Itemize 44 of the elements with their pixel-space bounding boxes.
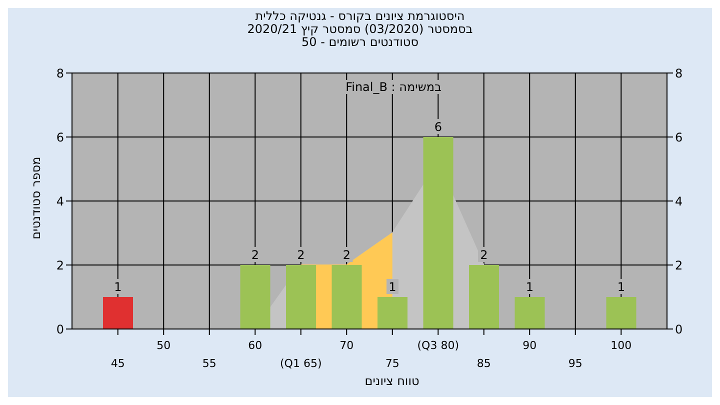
chart-subtitle: בסמסטר (03/2020) סמסטר קיץ 2020/21 סטודנטים רשומים - 50	[246, 22, 474, 49]
bar	[240, 265, 270, 329]
bar	[378, 297, 408, 329]
bar	[423, 137, 454, 329]
x-tick-label: 85	[476, 357, 491, 370]
x-tick-label: (Q3 80)	[417, 339, 459, 352]
y-axis-title: מספר סטודנטים	[29, 156, 43, 240]
y-tick-label: 2	[56, 258, 64, 272]
data-label: 1	[526, 280, 534, 294]
x-tick-label: 55	[202, 357, 216, 370]
y-tick-label: 6	[56, 130, 64, 144]
x-tick-label: 45	[110, 357, 125, 370]
y-tick-label: 8	[56, 66, 64, 80]
bar	[606, 297, 636, 329]
x-tick-label: 70	[340, 339, 354, 352]
x-tick-label: 90	[522, 339, 537, 352]
y2-tick-label: 2	[675, 258, 683, 272]
data-label: 2	[480, 248, 488, 262]
y-tick-label: 0	[56, 322, 64, 336]
annotation: במשימה : Final_B	[342, 80, 444, 94]
y-tick-label: 4	[56, 194, 64, 208]
x-tick-label: 95	[568, 357, 582, 370]
bar	[514, 297, 545, 329]
data-label: 2	[297, 248, 305, 262]
data-label: 1	[388, 280, 396, 294]
x-tick-label: (Q1 65)	[280, 357, 322, 370]
bar	[103, 297, 133, 329]
x-tick-label: 50	[156, 339, 171, 352]
data-label: 2	[251, 248, 260, 262]
y2-tick-label: 4	[675, 194, 683, 208]
data-label: 1	[617, 280, 626, 294]
y2-tick-label: 0	[675, 322, 683, 336]
x-tick-label: 75	[385, 357, 400, 370]
data-label: 6	[434, 120, 442, 134]
x-tick-label: 60	[248, 339, 262, 352]
x-tick-label: 100	[610, 339, 632, 352]
y2-tick-label: 6	[675, 130, 683, 144]
y2-tick-label: 8	[675, 66, 683, 80]
data-label: 2	[342, 248, 351, 262]
data-label: 1	[114, 280, 122, 294]
bar	[469, 265, 499, 329]
bar	[332, 265, 362, 329]
x-axis-title: טווח ציונים	[364, 374, 420, 388]
chart-title: היסטוגרמת ציונים בקורס - גנטיקה כללית	[254, 9, 466, 23]
